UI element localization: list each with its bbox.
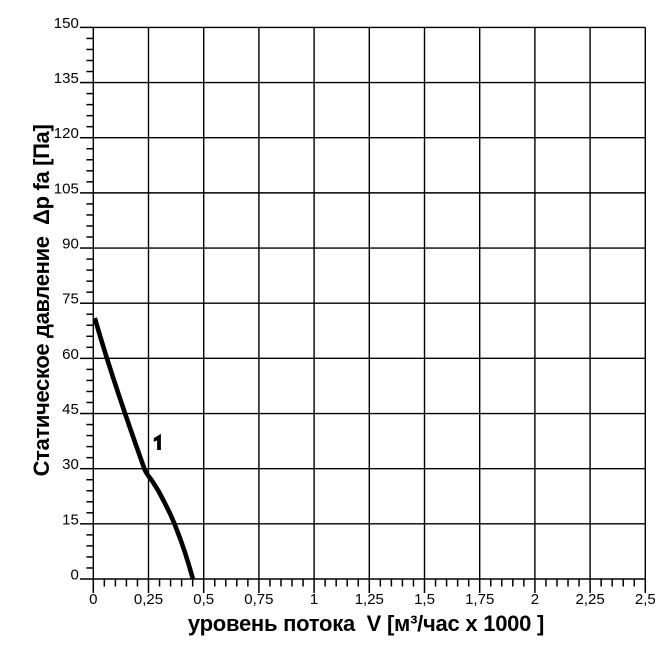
- svg-text:2,5: 2,5: [635, 591, 656, 608]
- svg-text:15: 15: [62, 511, 79, 528]
- svg-text:75: 75: [62, 291, 79, 308]
- svg-text:1,25: 1,25: [355, 591, 384, 608]
- svg-text:90: 90: [62, 236, 79, 253]
- svg-text:1,75: 1,75: [465, 591, 494, 608]
- svg-text:0,5: 0,5: [193, 591, 214, 608]
- svg-text:0,75: 0,75: [244, 591, 273, 608]
- svg-text:2,25: 2,25: [575, 591, 604, 608]
- svg-text:2: 2: [531, 591, 539, 608]
- svg-text:1,5: 1,5: [414, 591, 435, 608]
- svg-text:150: 150: [54, 15, 79, 32]
- svg-text:30: 30: [62, 456, 79, 473]
- svg-text:120: 120: [54, 125, 79, 142]
- svg-text:Статическое давление Δp fa [П: Статическое давление Δp fa [Па]: [29, 125, 54, 477]
- svg-text:0: 0: [70, 567, 78, 584]
- svg-text:0,25: 0,25: [134, 591, 163, 608]
- svg-text:60: 60: [62, 346, 79, 363]
- svg-text:0: 0: [89, 591, 97, 608]
- svg-text:105: 105: [54, 180, 79, 197]
- svg-text:1: 1: [310, 591, 318, 608]
- svg-text:45: 45: [62, 401, 79, 418]
- svg-text:уровень потока V [м³/час x 10: уровень потока V [м³/час x 1000 ]: [188, 611, 544, 636]
- svg-text:135: 135: [54, 70, 79, 87]
